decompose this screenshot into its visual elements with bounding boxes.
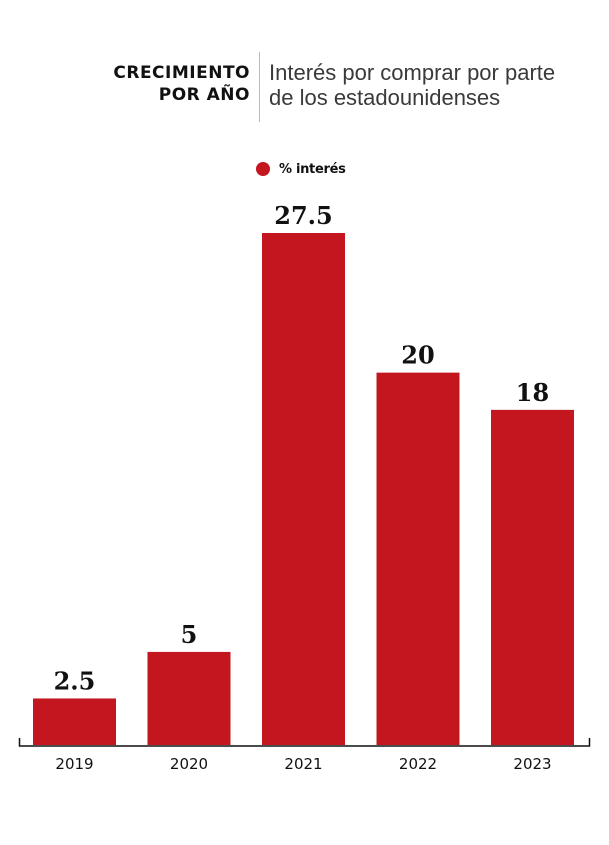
x-tick-label-2023: 2023	[513, 755, 551, 773]
bar-2020	[147, 651, 231, 745]
data-label-2019: 2.5	[54, 666, 96, 695]
header-divider	[259, 52, 260, 122]
chart-title: CRECIMIENTO POR AÑO	[113, 62, 250, 106]
chart-subtitle-line-2: de los estadounidenses	[269, 85, 501, 110]
x-tick-label-2019: 2019	[55, 755, 93, 773]
legend-swatch	[256, 162, 270, 176]
x-tick-label-2022: 2022	[399, 755, 437, 773]
bar-2022	[376, 372, 460, 745]
bar-2019	[33, 698, 116, 745]
chart-subtitle-line-1: Interés por comprar por parte	[269, 60, 556, 85]
chart-legend: % interés	[256, 160, 346, 178]
x-axis-line	[18, 738, 591, 747]
x-tick-label-2020: 2020	[170, 755, 208, 773]
chart-title-line-1: CRECIMIENTO	[113, 63, 250, 83]
bar-2023	[491, 409, 574, 745]
x-tick-label-2021: 2021	[284, 755, 322, 773]
chart-header: CRECIMIENTO POR AÑO Interés por comprar …	[0, 52, 609, 124]
bar-2021	[262, 233, 345, 745]
data-label-2020: 5	[181, 620, 198, 649]
chart-title-line-2: POR AÑO	[158, 85, 250, 105]
legend-label: % interés	[279, 161, 346, 177]
data-label-2022: 20	[401, 341, 434, 370]
data-label-2021: 27.5	[274, 201, 332, 230]
chart-subtitle: Interés por comprar por parte de los est…	[269, 60, 555, 110]
data-label-2023: 18	[516, 378, 549, 407]
